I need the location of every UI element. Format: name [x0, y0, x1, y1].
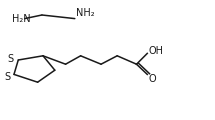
- Text: S: S: [8, 54, 14, 64]
- Text: H₂N: H₂N: [12, 14, 31, 24]
- Text: OH: OH: [149, 46, 164, 56]
- Text: S: S: [5, 72, 11, 82]
- Text: NH₂: NH₂: [76, 8, 95, 18]
- Text: O: O: [149, 74, 157, 84]
